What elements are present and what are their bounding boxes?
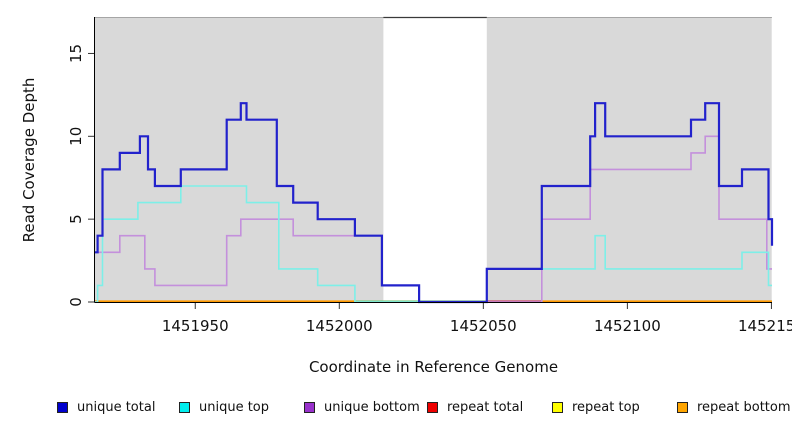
unique-total-swatch-icon xyxy=(57,402,68,413)
legend-label: repeat total xyxy=(447,400,524,415)
x-axis-title: Coordinate in Reference Genome xyxy=(308,358,559,376)
legend-item-repeat-total: repeat total xyxy=(427,400,523,415)
y-tick-label: 15 xyxy=(67,44,85,63)
unique-bottom-swatch-icon xyxy=(304,402,315,413)
y-tick-label: 0 xyxy=(67,297,85,307)
x-tick-label: 1452000 xyxy=(306,317,373,335)
legend-label: repeat bottom xyxy=(697,400,791,415)
shaded-region-1 xyxy=(486,17,772,302)
legend-item-repeat-top: repeat top xyxy=(552,400,640,415)
y-tick-label: 10 xyxy=(67,127,85,146)
series-unique-total-line xyxy=(95,102,774,304)
legend-label: repeat top xyxy=(572,400,640,415)
legend-item-unique-top: unique top xyxy=(179,400,269,415)
legend-item-repeat-bottom: repeat bottom xyxy=(677,400,791,415)
x-tick-label: 1452050 xyxy=(450,317,517,335)
unique-top-swatch-icon xyxy=(179,402,190,413)
legend-label: unique total xyxy=(77,400,156,415)
series-unique-top-line xyxy=(95,185,772,303)
legend-label: unique bottom xyxy=(324,400,420,415)
legend-label: unique top xyxy=(199,400,270,415)
shaded-region-0 xyxy=(95,17,384,302)
legend-item-unique-bottom: unique bottom xyxy=(304,400,420,415)
x-tick-label: 1452100 xyxy=(594,317,661,335)
repeat-bottom-swatch-icon xyxy=(677,402,688,413)
legend: unique total unique top unique bottom re… xyxy=(0,398,792,420)
x-tick-label: 1451950 xyxy=(162,317,229,335)
y-tick-label: 5 xyxy=(67,214,85,224)
legend-item-unique-total: unique total xyxy=(57,400,155,415)
repeat-top-swatch-icon xyxy=(552,402,563,413)
repeat-total-swatch-icon xyxy=(427,402,438,413)
y-axis-title: Read Coverage Depth xyxy=(20,77,38,243)
